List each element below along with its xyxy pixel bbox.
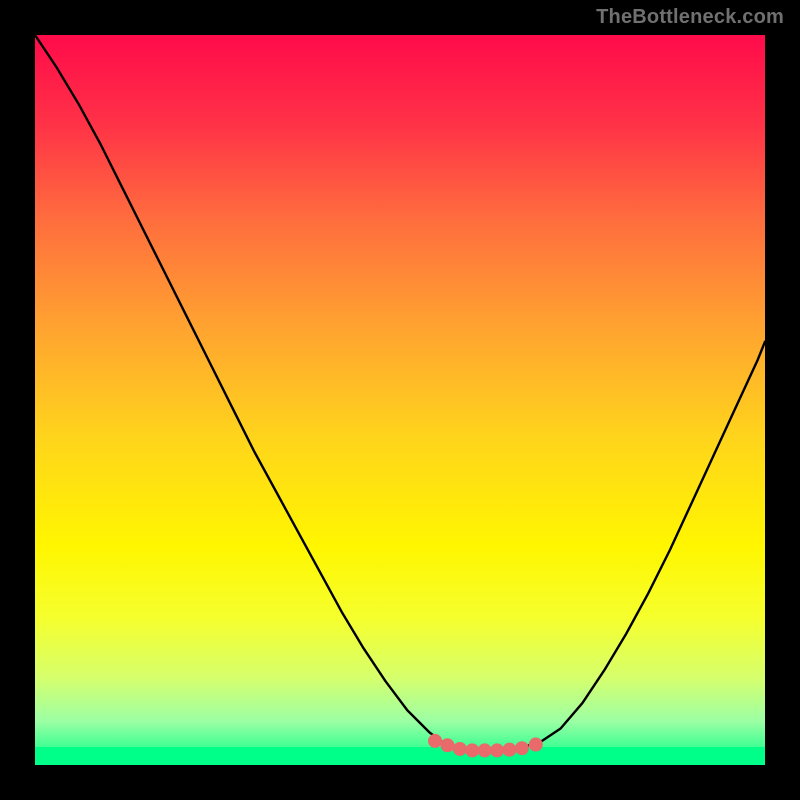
chart-canvas: TheBottleneck.com	[0, 0, 800, 800]
watermark-text: TheBottleneck.com	[596, 6, 784, 29]
optimal-range-points	[35, 35, 765, 765]
plot-area	[35, 35, 765, 765]
